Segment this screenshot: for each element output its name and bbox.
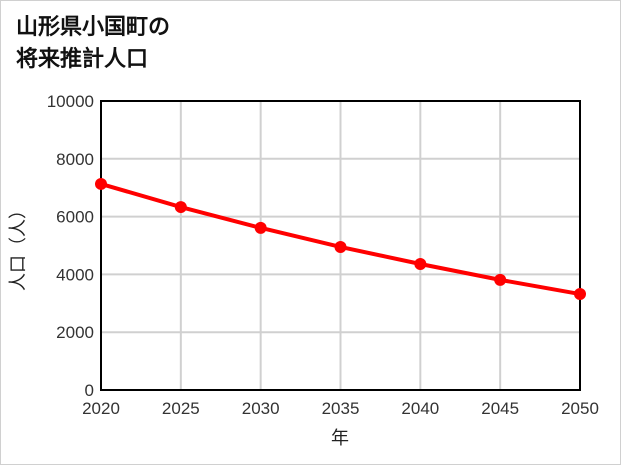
plot-area <box>100 100 581 391</box>
y-tick-label: 8000 <box>56 150 94 169</box>
x-tick-label: 2050 <box>561 399 599 418</box>
data-point <box>254 221 267 234</box>
data-point <box>494 273 507 286</box>
x-axis-label: 年 <box>331 428 349 449</box>
chart-title: 山形県小国町の 将来推計人口 <box>16 12 170 76</box>
y-tick-label: 10000 <box>47 92 94 111</box>
title-line-1: 山形県小国町の <box>16 15 171 40</box>
data-point <box>574 288 586 301</box>
data-point <box>414 257 427 270</box>
data-point <box>174 201 187 214</box>
data-series <box>95 177 586 301</box>
x-axis-ticks: 2020 2025 2030 2035 2040 2045 2050 <box>82 399 599 418</box>
x-tick-label: 2020 <box>82 399 120 418</box>
y-tick-label: 0 <box>85 381 94 400</box>
y-axis-ticks: 0 2000 4000 6000 8000 10000 <box>47 92 94 400</box>
x-tick-label: 2030 <box>242 399 280 418</box>
y-tick-label: 4000 <box>56 265 94 284</box>
y-tick-label: 2000 <box>56 323 94 342</box>
x-tick-label: 2025 <box>162 399 200 418</box>
y-axis-label: 人口（人） <box>8 201 29 291</box>
x-tick-label: 2040 <box>401 399 439 418</box>
title-line-2: 将来推計人口 <box>16 47 149 72</box>
x-tick-label: 2035 <box>322 399 360 418</box>
data-point <box>334 240 347 253</box>
x-tick-label: 2045 <box>481 399 519 418</box>
data-point <box>95 177 107 190</box>
y-tick-label: 6000 <box>56 208 94 227</box>
